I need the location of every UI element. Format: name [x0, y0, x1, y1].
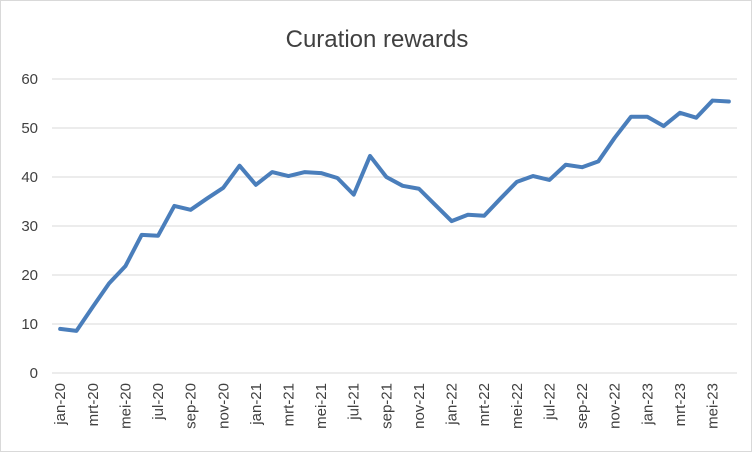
x-tick-label: mrt-23: [672, 383, 689, 426]
gridlines: [52, 78, 737, 374]
x-tick-label: jul-20: [150, 383, 167, 421]
y-tick-label: 30: [21, 218, 38, 235]
series-layer: [58, 98, 731, 333]
y-tick-label: 60: [21, 71, 38, 88]
x-tick-label: nov-21: [411, 383, 428, 429]
series-line-0: [58, 98, 731, 333]
y-tick-label: 40: [21, 169, 38, 186]
x-tick-label: jan-21: [248, 383, 265, 426]
chart-title: Curation rewards: [286, 26, 469, 53]
y-tick-label: 10: [21, 316, 38, 333]
x-tick-label: mrt-21: [280, 383, 297, 426]
x-tick-label: mei-21: [313, 383, 330, 429]
x-tick-label: jan-23: [639, 383, 656, 426]
x-tick-label: sep-21: [378, 383, 395, 429]
x-tick-label: nov-20: [215, 383, 232, 429]
x-tick-label: nov-22: [607, 383, 624, 429]
x-tick-label: sep-22: [574, 383, 591, 429]
x-tick-label: jul-22: [541, 383, 558, 421]
y-tick-label: 20: [21, 267, 38, 284]
x-tick-label: jul-21: [346, 383, 363, 421]
x-tick-label: mei-20: [117, 383, 134, 429]
y-axis-ticks: 0 10 20 30 40 50 60: [21, 71, 38, 382]
y-tick-label: 50: [21, 120, 38, 137]
x-tick-label: jan-20: [52, 383, 69, 426]
x-tick-label: mei-23: [705, 383, 722, 429]
x-tick-label: jan-22: [444, 383, 461, 426]
x-tick-label: mrt-22: [476, 383, 493, 426]
y-tick-label: 0: [30, 365, 38, 382]
x-tick-label: sep-20: [183, 383, 200, 429]
x-tick-label: mrt-20: [85, 383, 102, 426]
x-tick-label: mei-22: [509, 383, 526, 429]
x-axis-ticks: jan-20 mrt-20 mei-20 jul-20 sep-20 nov-20 jan-…: [52, 383, 721, 429]
